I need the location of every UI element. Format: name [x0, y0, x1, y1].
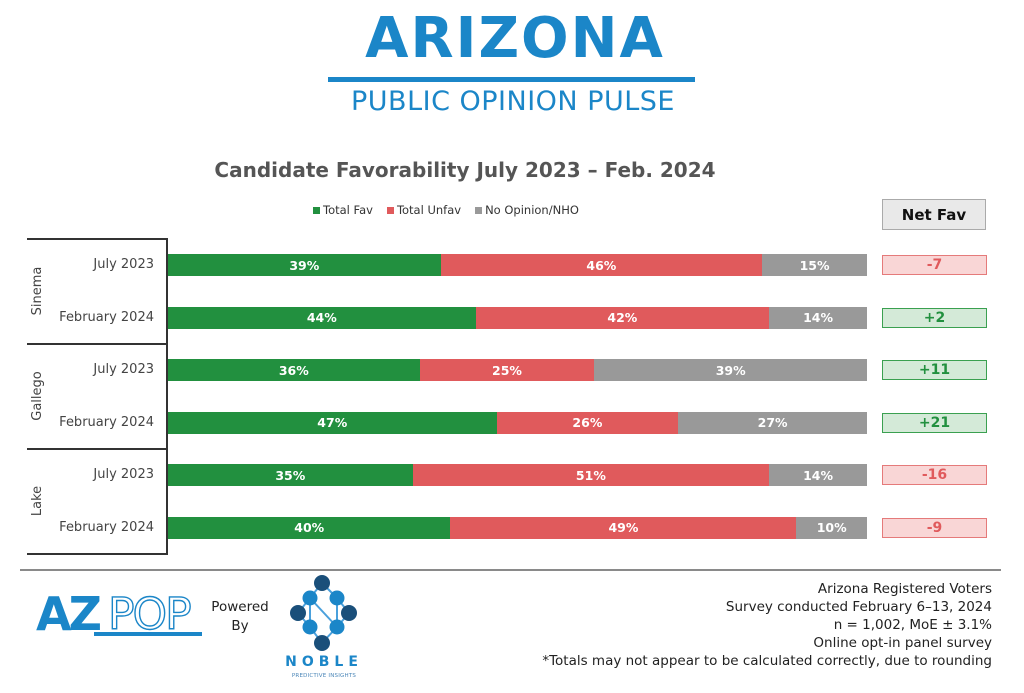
- bar-segment-total-unfav: 51%: [412, 464, 770, 486]
- bar-segment-no-opinion-nho: 14%: [769, 306, 867, 329]
- y-axis-line: [166, 238, 168, 554]
- bar-segment-total-unfav: 26%: [496, 411, 679, 434]
- bar-segment-no-opinion-nho: 39%: [594, 359, 867, 381]
- bar-segment-total-fav: 39%: [168, 254, 441, 276]
- bar-segment-total-fav: 40%: [168, 516, 451, 539]
- data-label: 40%: [294, 520, 325, 535]
- net-fav-value: -16: [882, 465, 987, 485]
- category-label: February 2024: [59, 309, 154, 325]
- category-label: February 2024: [59, 519, 154, 535]
- brand-underline: [328, 77, 695, 82]
- legend-item-total-fav: Total Fav: [313, 203, 373, 217]
- data-label: 36%: [278, 362, 309, 378]
- category-label: February 2024: [59, 414, 154, 430]
- azpop-logo-pop: POP: [108, 590, 191, 640]
- data-label: 44%: [306, 310, 337, 325]
- net-fav-value: -9: [882, 517, 987, 538]
- net-fav-value: +2: [882, 307, 987, 328]
- powered-by-line-2: By: [231, 618, 249, 634]
- data-label: 25%: [492, 362, 522, 378]
- category-label: July 2023: [93, 257, 154, 272]
- data-label: 47%: [317, 415, 348, 430]
- bar-segment-total-unfav: 42%: [475, 306, 770, 329]
- legend-label: No Opinion/NHO: [485, 203, 579, 217]
- footer-divider: [20, 569, 1001, 571]
- bar-segment-total-fav: 47%: [168, 411, 497, 434]
- note-population: Arizona Registered Voters: [817, 581, 992, 597]
- noble-wordmark: NOBLE: [285, 654, 363, 670]
- data-label: 51%: [575, 467, 606, 483]
- powered-by-label: Powered By: [205, 598, 275, 636]
- bar-segment-total-unfav: 25%: [419, 359, 595, 381]
- data-label: 39%: [715, 362, 746, 378]
- chart-legend: Total Fav Total Unfav No Opinion/NHO: [313, 202, 579, 218]
- data-label: 49%: [608, 520, 639, 535]
- note-sample: n = 1,002, MoE ± 3.1%: [833, 617, 992, 633]
- data-label: 42%: [607, 310, 638, 325]
- note-rounding: *Totals may not appear to be calculated …: [542, 653, 992, 669]
- net-fav-value: +21: [882, 412, 987, 433]
- bar-segment-no-opinion-nho: 10%: [796, 516, 867, 539]
- net-fav-header: Net Fav: [882, 199, 986, 230]
- bar-segment-total-unfav: 49%: [450, 516, 797, 539]
- noble-tagline: PREDICTIVE INSIGHTS: [291, 673, 357, 679]
- data-label: 15%: [799, 257, 830, 273]
- azpop-logo-az: AZ: [36, 590, 101, 640]
- legend-item-no-opinion: No Opinion/NHO: [475, 203, 579, 217]
- legend-label: Total Unfav: [396, 203, 462, 217]
- bar-segment-total-fav: 35%: [168, 464, 413, 486]
- data-label: 10%: [816, 520, 847, 535]
- data-label: 14%: [803, 467, 834, 483]
- bar-segment-total-unfav: 46%: [440, 254, 763, 276]
- data-label: 35%: [275, 467, 306, 483]
- note-dates: Survey conducted February 6–13, 2024: [725, 599, 992, 615]
- data-label: 39%: [289, 257, 320, 273]
- data-label: 14%: [803, 310, 834, 325]
- survey-notes: Arizona Registered Voters Survey conduct…: [542, 580, 992, 670]
- bar-segment-no-opinion-nho: 14%: [769, 464, 867, 486]
- legend-swatch-no-opinion: [475, 206, 483, 214]
- legend-item-total-unfav: Total Unfav: [386, 203, 462, 217]
- legend-label: Total Fav: [323, 203, 373, 217]
- data-label: 26%: [572, 415, 603, 430]
- group-divider: [27, 238, 168, 240]
- category-label: July 2023: [93, 362, 154, 377]
- brand-subtitle: PUBLIC OPINION PULSE: [351, 86, 675, 117]
- data-label: 27%: [757, 415, 788, 430]
- bar-segment-no-opinion-nho: 15%: [762, 254, 867, 276]
- noble-logo-icon: [290, 575, 357, 651]
- group-divider: [27, 343, 168, 345]
- bar-segment-total-fav: 36%: [168, 359, 420, 381]
- net-fav-value: +11: [882, 360, 987, 380]
- legend-swatch-total-fav: [313, 206, 320, 214]
- note-method: Online opt-in panel survey: [813, 635, 992, 651]
- data-label: 46%: [586, 257, 617, 273]
- bar-segment-no-opinion-nho: 27%: [678, 411, 867, 434]
- group-divider: [27, 448, 168, 450]
- azpop-logo: AZ POP: [36, 590, 202, 640]
- net-fav-value: -7: [882, 255, 987, 275]
- group-divider: [27, 553, 168, 555]
- bar-segment-total-fav: 44%: [168, 306, 476, 329]
- brand-title: ARIZONA: [365, 6, 665, 71]
- azpop-logo-underline: [94, 632, 202, 636]
- legend-swatch-total-unfav: [386, 206, 394, 214]
- chart-title: Candidate Favorability July 2023 – Feb. …: [214, 158, 716, 182]
- powered-by-line-1: Powered: [211, 599, 269, 615]
- category-label: July 2023: [93, 467, 154, 482]
